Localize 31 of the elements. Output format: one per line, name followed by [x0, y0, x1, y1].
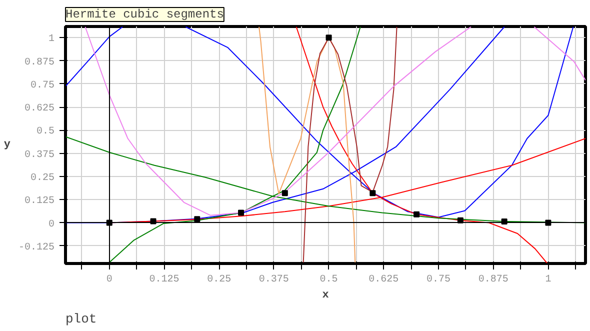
y-tick-label: 0.25: [30, 172, 55, 184]
x-tick-label: 0: [106, 274, 112, 286]
x-axis-title: x: [322, 290, 330, 302]
point: [238, 210, 244, 216]
y-tick-label: -0.125: [18, 242, 55, 254]
point: [326, 34, 332, 41]
y-tick-label: 0: [48, 219, 55, 230]
x-tick-label: 0.25: [207, 274, 232, 286]
x-tick-label: 0.375: [258, 274, 289, 286]
y-tick-label: 1: [48, 34, 55, 46]
y-tick-label: 0.75: [30, 80, 55, 92]
point: [194, 216, 200, 222]
chart-title: Hermite cubic segments: [66, 8, 224, 22]
x-tick-label: 0.875: [478, 274, 508, 286]
line-series: [302, 26, 398, 263]
y-tick-label: 0.125: [24, 196, 55, 208]
y-axis-title: y: [4, 139, 11, 151]
y-tick-label: 0.5: [36, 126, 55, 138]
y-tick-label: 0.875: [24, 57, 55, 68]
point: [370, 190, 376, 196]
point: [414, 211, 420, 218]
y-tick-label: 0.375: [24, 150, 55, 161]
point: [282, 190, 288, 196]
x-tick-label: 0.625: [368, 274, 399, 286]
x-tick-label: 0.5: [320, 274, 338, 286]
text: plot: [66, 312, 97, 326]
y-tick-label: 0.625: [24, 104, 55, 115]
x-tick-label: 0.125: [149, 274, 180, 286]
x-tick-label: 1: [545, 274, 552, 286]
line-series: [258, 26, 356, 263]
x-tick-label: 0.75: [426, 274, 451, 286]
